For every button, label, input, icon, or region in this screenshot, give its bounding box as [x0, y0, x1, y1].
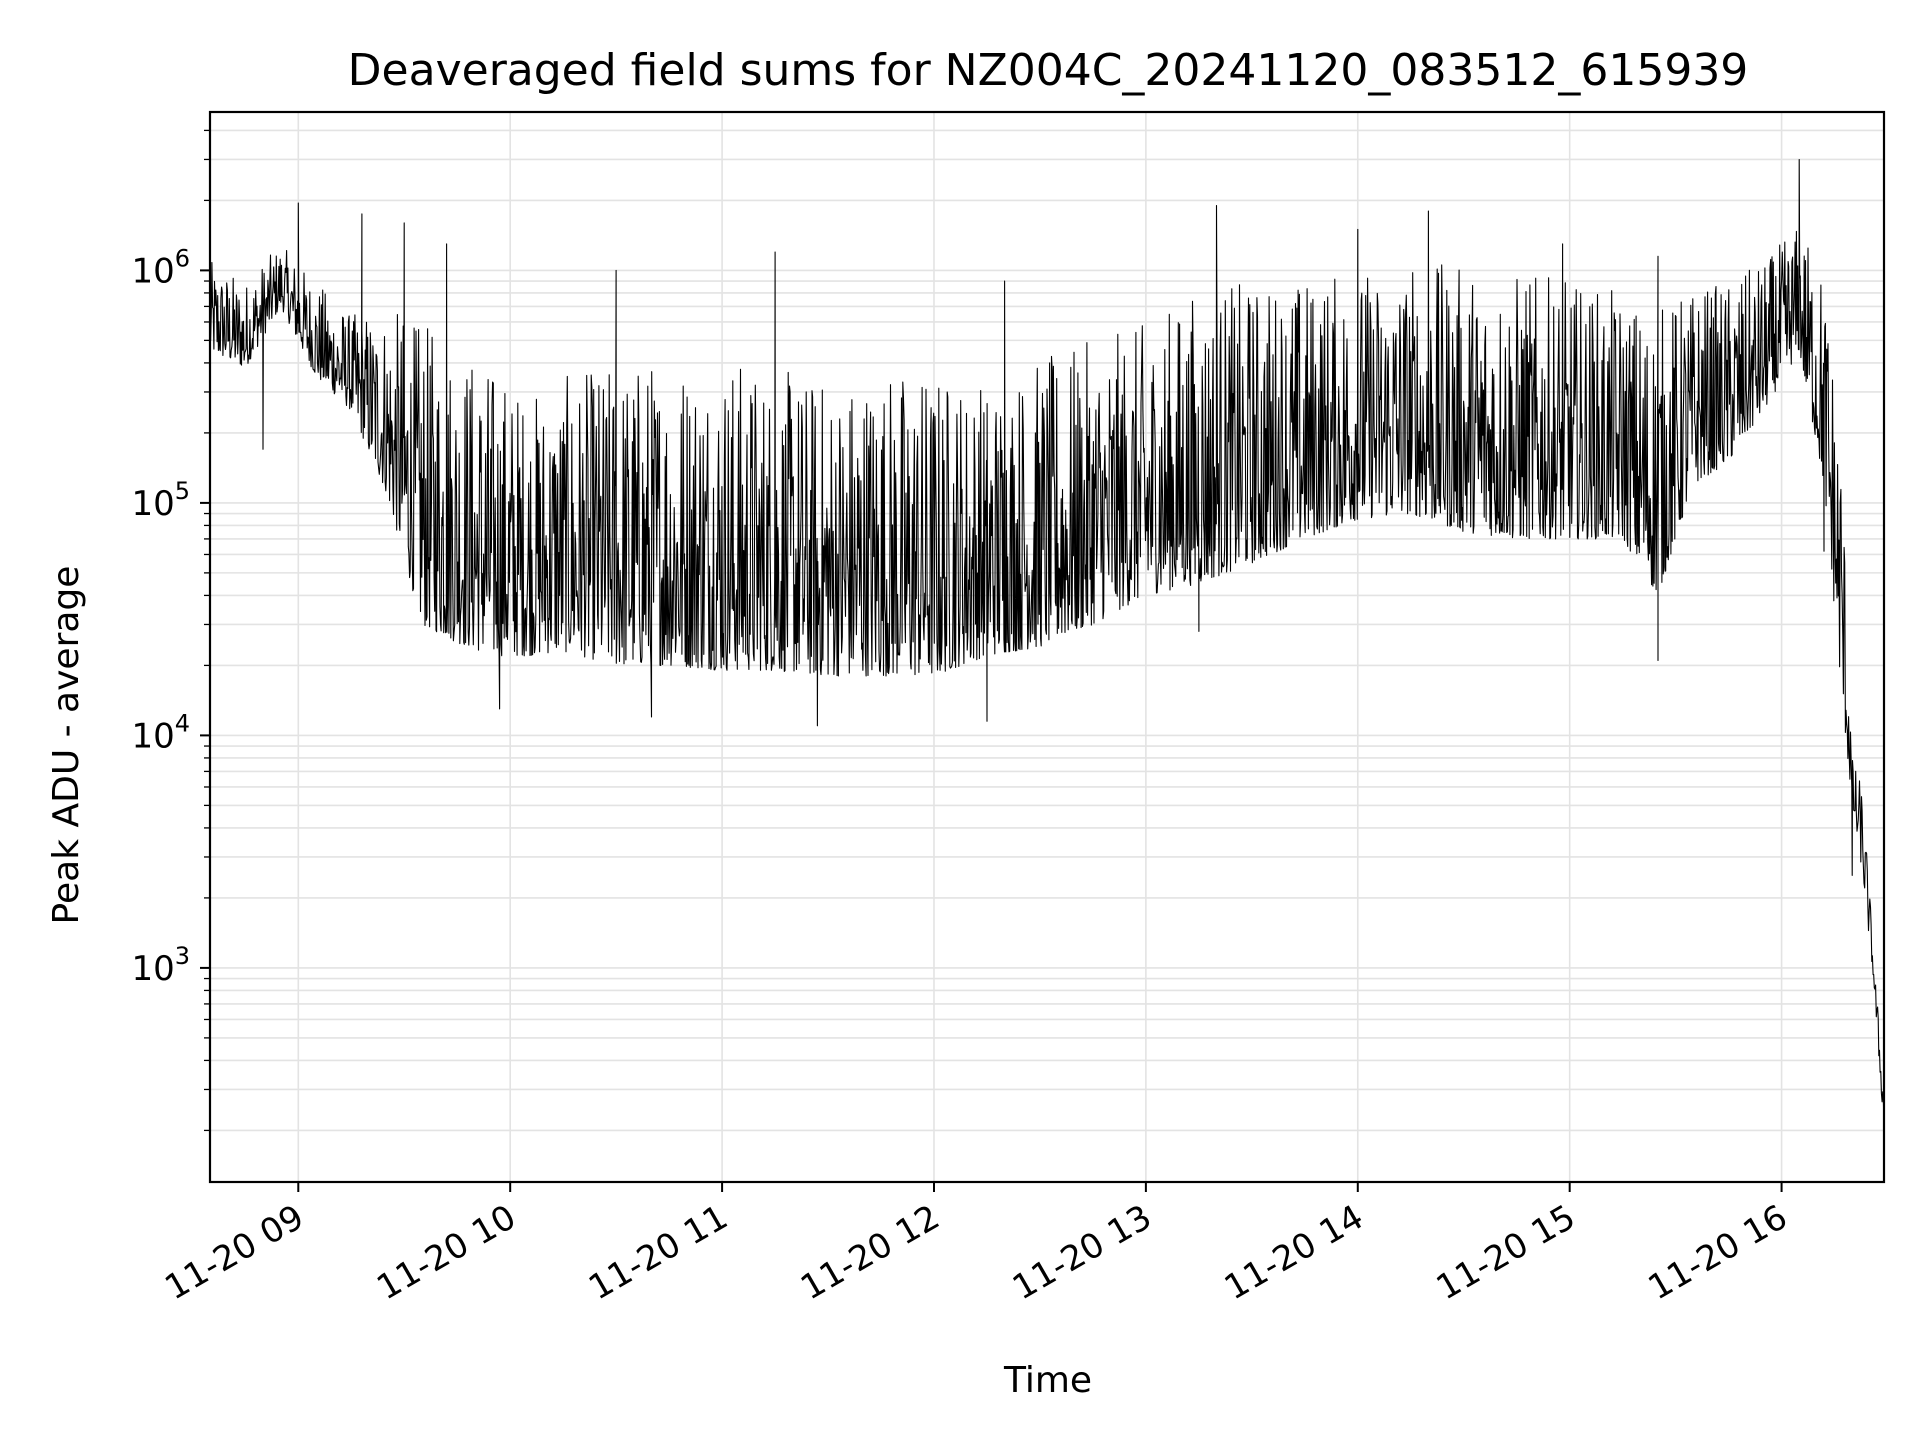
y-axis-label: Peak ADU - average — [46, 566, 87, 925]
y-tick-label: 103 — [131, 942, 190, 989]
plot-frame — [208, 110, 1886, 1184]
series-layer — [209, 158, 1885, 1124]
series-line — [209, 158, 1885, 1124]
chart-title: Deaveraged field sums for NZ004C_2024112… — [348, 45, 1749, 96]
x-axis-label: Time — [1003, 1360, 1092, 1401]
